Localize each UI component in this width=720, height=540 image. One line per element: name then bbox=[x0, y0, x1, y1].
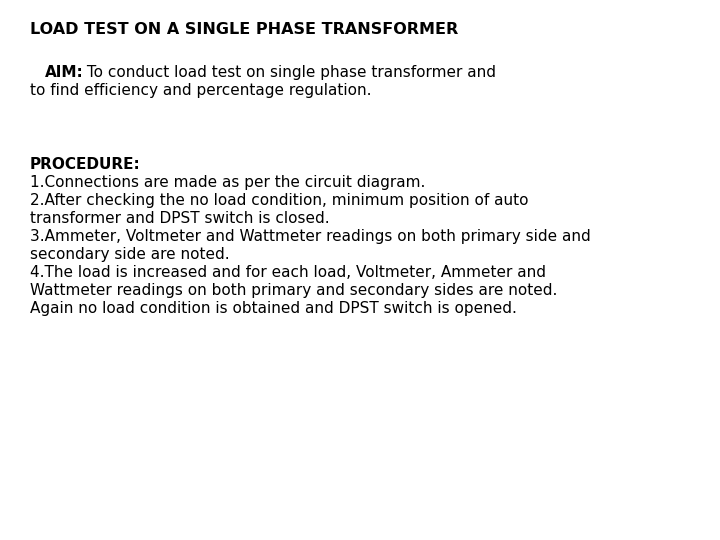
Text: 1.Connections are made as per the circuit diagram.: 1.Connections are made as per the circui… bbox=[30, 175, 426, 190]
Text: AIM:: AIM: bbox=[45, 65, 84, 80]
Text: Wattmeter readings on both primary and secondary sides are noted.: Wattmeter readings on both primary and s… bbox=[30, 283, 557, 298]
Text: 3.Ammeter, Voltmeter and Wattmeter readings on both primary side and: 3.Ammeter, Voltmeter and Wattmeter readi… bbox=[30, 229, 590, 244]
Text: PROCEDURE:: PROCEDURE: bbox=[30, 157, 140, 172]
Text: to find efficiency and percentage regulation.: to find efficiency and percentage regula… bbox=[30, 83, 372, 98]
Text: To conduct load test on single phase transformer and: To conduct load test on single phase tra… bbox=[82, 65, 496, 80]
Text: secondary side are noted.: secondary side are noted. bbox=[30, 247, 230, 262]
Text: LOAD TEST ON A SINGLE PHASE TRANSFORMER: LOAD TEST ON A SINGLE PHASE TRANSFORMER bbox=[30, 22, 458, 37]
Text: transformer and DPST switch is closed.: transformer and DPST switch is closed. bbox=[30, 211, 330, 226]
Text: Again no load condition is obtained and DPST switch is opened.: Again no load condition is obtained and … bbox=[30, 301, 517, 316]
Text: 4.The load is increased and for each load, Voltmeter, Ammeter and: 4.The load is increased and for each loa… bbox=[30, 265, 546, 280]
Text: 2.After checking the no load condition, minimum position of auto: 2.After checking the no load condition, … bbox=[30, 193, 528, 208]
